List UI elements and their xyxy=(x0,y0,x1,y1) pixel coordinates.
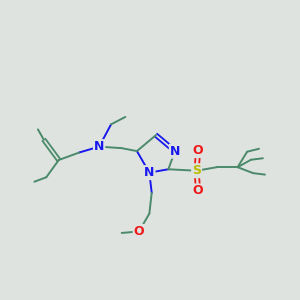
Text: O: O xyxy=(193,184,203,197)
Text: S: S xyxy=(192,164,201,177)
Text: O: O xyxy=(193,144,203,157)
Text: N: N xyxy=(144,166,154,179)
Text: O: O xyxy=(134,225,144,238)
Text: N: N xyxy=(170,145,180,158)
Text: N: N xyxy=(94,140,104,153)
